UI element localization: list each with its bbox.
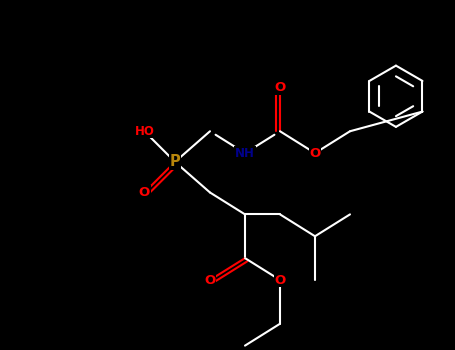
- Text: O: O: [309, 147, 321, 160]
- Text: O: O: [204, 273, 216, 287]
- Text: NH: NH: [235, 147, 255, 160]
- Text: O: O: [274, 273, 286, 287]
- Text: P: P: [170, 154, 180, 169]
- Text: O: O: [139, 186, 150, 199]
- Text: O: O: [274, 81, 286, 94]
- Text: HO: HO: [134, 125, 154, 138]
